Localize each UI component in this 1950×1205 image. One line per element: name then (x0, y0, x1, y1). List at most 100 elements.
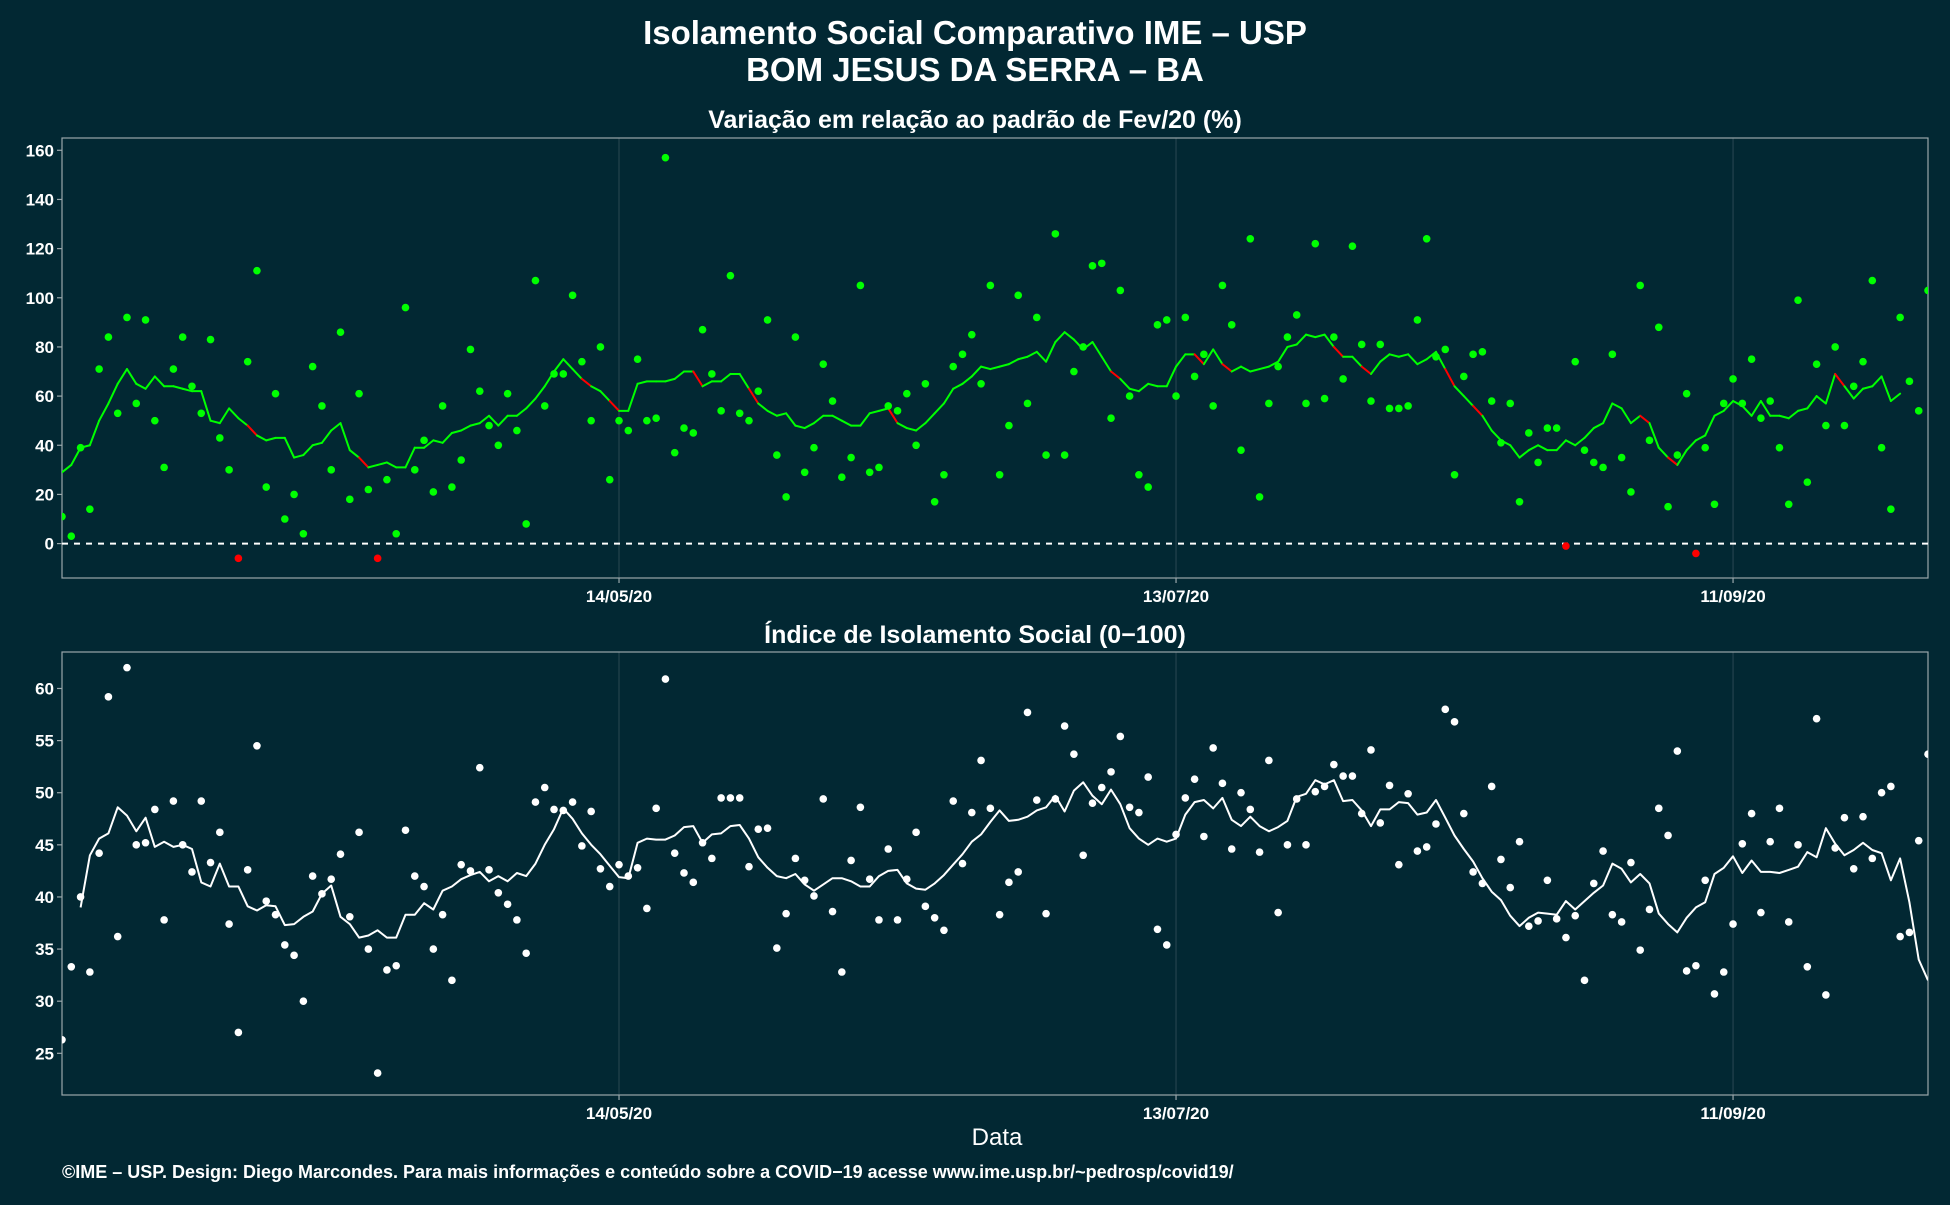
data-point (1757, 908, 1765, 917)
data-point (1775, 804, 1784, 813)
trend-segment (1824, 372, 1837, 405)
data-point (1887, 505, 1895, 513)
data-point (1014, 291, 1023, 300)
data-point (1107, 768, 1115, 776)
data-point (977, 756, 985, 765)
trend-segment (785, 412, 797, 427)
data-point (1032, 796, 1041, 804)
trend-segment (1314, 333, 1326, 339)
trend-segment (200, 390, 212, 422)
data-point (1070, 750, 1078, 758)
data-point (113, 932, 122, 941)
data-point (680, 869, 688, 877)
trend-segment (1017, 355, 1029, 361)
data-point (763, 824, 772, 832)
data-point (1608, 910, 1617, 919)
data-point (410, 872, 419, 880)
data-point (1599, 463, 1607, 472)
trend-segment (1007, 358, 1020, 366)
data-point (299, 997, 308, 1005)
trend-segment (775, 412, 788, 417)
data-point (1292, 795, 1301, 803)
data-point (308, 362, 317, 371)
data-point (1172, 830, 1180, 839)
data-point (1608, 350, 1617, 359)
trend-segment (1026, 350, 1038, 358)
data-point (559, 370, 568, 378)
data-point (1311, 787, 1320, 796)
data-point (1896, 932, 1904, 941)
trend-segment (1759, 400, 1772, 417)
trend-segment (1676, 449, 1688, 466)
trend-segment (311, 441, 323, 447)
trend-segment (209, 419, 221, 425)
data-point (559, 806, 568, 815)
data-point (633, 355, 642, 364)
data-point (1376, 819, 1385, 827)
trend-segment (1787, 409, 1800, 420)
data-point (225, 466, 233, 474)
trend-segment (803, 422, 815, 430)
data-point (856, 281, 865, 290)
data-point (1209, 744, 1217, 752)
data-point (1692, 549, 1700, 558)
data-point (513, 426, 521, 435)
data-point (1877, 443, 1886, 452)
trend-segment (738, 372, 750, 390)
data-point (383, 966, 391, 974)
data-point (930, 914, 939, 922)
data-point (355, 389, 363, 398)
data-point (104, 693, 113, 701)
data-point (1395, 860, 1403, 869)
data-point (1237, 788, 1245, 797)
data-point (1218, 281, 1227, 290)
data-point (1023, 399, 1032, 408)
trend-segment (88, 419, 101, 447)
data-point (503, 389, 512, 398)
trend-segment (1453, 385, 1465, 398)
trend-segment (348, 449, 361, 459)
data-point (773, 944, 781, 952)
data-point (1497, 439, 1505, 447)
trend-segment (1722, 400, 1735, 412)
trend-segment (515, 407, 528, 417)
trend-segment (116, 368, 128, 385)
trend-segment (460, 424, 472, 432)
data-point (113, 409, 122, 418)
trend-segment (1806, 395, 1818, 410)
trend-segment (1267, 360, 1280, 368)
data-point (62, 1035, 66, 1044)
data-point (967, 330, 976, 339)
data-point (893, 407, 902, 415)
trend-segment (125, 368, 138, 385)
trend-segment (1258, 365, 1270, 371)
data-point (1571, 357, 1580, 366)
data-point (698, 838, 707, 847)
trend-segment (1221, 363, 1233, 373)
data-point (1478, 879, 1487, 888)
data-point (197, 797, 206, 805)
data-point (1859, 812, 1867, 821)
data-point (1589, 879, 1598, 888)
data-point (1506, 883, 1515, 892)
data-point (1877, 788, 1886, 797)
data-point (568, 798, 577, 806)
trend-segment (144, 375, 156, 390)
data-point (225, 920, 233, 928)
data-point (856, 803, 865, 812)
data-point (1747, 355, 1756, 364)
trend-segment (1369, 360, 1382, 375)
data-point (1348, 772, 1357, 780)
data-point (336, 850, 345, 859)
trend-segment (1295, 333, 1307, 346)
data-point (522, 949, 530, 958)
data-point (940, 470, 948, 479)
data-point (494, 888, 503, 897)
data-point (1905, 377, 1914, 386)
trend-segment (859, 412, 871, 427)
data-point (216, 434, 224, 442)
data-point (271, 389, 280, 398)
data-point (345, 495, 354, 504)
data-point (986, 804, 995, 813)
y-tick-label: 35 (35, 940, 54, 959)
